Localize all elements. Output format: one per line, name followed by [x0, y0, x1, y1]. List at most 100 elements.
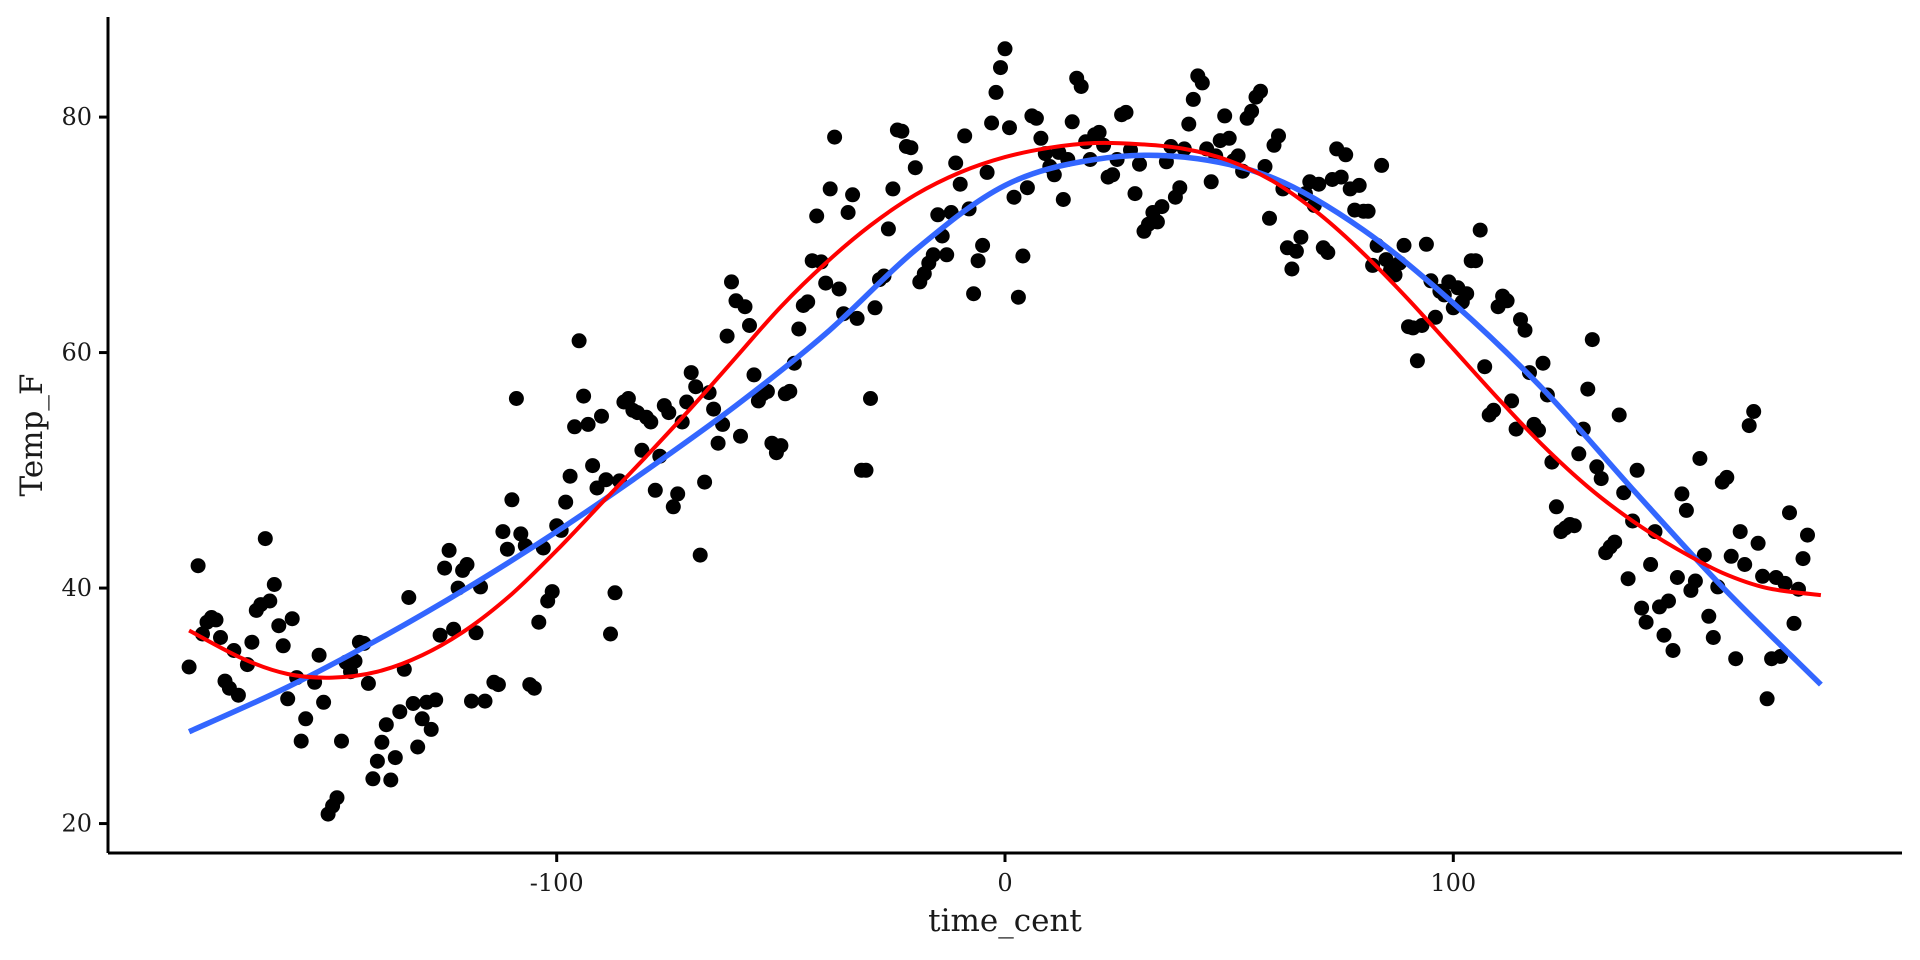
- data-point: [1002, 120, 1017, 136]
- y-axis-title: Temp_F: [14, 374, 50, 497]
- data-point: [230, 687, 246, 703]
- data-point: [1611, 407, 1627, 423]
- data-point: [499, 541, 515, 557]
- data-point: [1073, 79, 1089, 94]
- data-point: [311, 647, 327, 663]
- data-point: [441, 542, 457, 558]
- data-point: [724, 274, 739, 290]
- data-point: [508, 391, 524, 406]
- data-point: [925, 247, 941, 263]
- data-point: [688, 379, 704, 395]
- data-point: [1504, 393, 1520, 409]
- data-point: [1217, 108, 1233, 124]
- data-point: [1687, 573, 1703, 589]
- data-point: [746, 367, 762, 383]
- data-point: [378, 717, 394, 733]
- data-point: [1732, 524, 1748, 540]
- data-point: [1634, 600, 1650, 616]
- x-axis-title: time_cent: [928, 903, 1082, 939]
- data-point: [957, 128, 973, 144]
- data-point: [773, 438, 789, 454]
- data-point: [1719, 469, 1735, 485]
- data-point: [526, 680, 542, 696]
- data-point: [858, 462, 874, 478]
- data-point: [733, 428, 748, 444]
- data-point: [1185, 91, 1201, 107]
- data-point: [710, 435, 726, 451]
- data-point: [1746, 404, 1762, 419]
- data-point: [360, 675, 376, 691]
- data-point: [1741, 418, 1757, 434]
- data-point: [1006, 189, 1022, 205]
- data-point: [405, 696, 421, 711]
- data-point: [1499, 293, 1515, 309]
- data-point: [894, 123, 910, 139]
- data-point: [1333, 169, 1349, 185]
- data-point: [984, 115, 1000, 131]
- data-point: [459, 557, 475, 572]
- data-point: [1517, 322, 1533, 338]
- data-point: [966, 286, 982, 302]
- data-point: [634, 442, 650, 458]
- data-point: [1472, 222, 1488, 238]
- data-point: [1181, 116, 1197, 132]
- data-point: [791, 321, 807, 337]
- data-point: [1262, 210, 1277, 226]
- data-point: [880, 221, 896, 237]
- data-point: [1786, 615, 1802, 631]
- data-point: [1696, 547, 1712, 563]
- data-point: [1284, 261, 1300, 277]
- data-point: [1194, 75, 1210, 91]
- data-point: [1643, 557, 1659, 572]
- data-point: [446, 621, 462, 637]
- data-point: [831, 281, 847, 297]
- data-point: [329, 790, 345, 806]
- data-point: [1584, 332, 1600, 348]
- data-point: [867, 300, 883, 316]
- data-point: [988, 84, 1004, 100]
- data-point: [1320, 245, 1336, 260]
- sine-fit-line: [188, 140, 1822, 680]
- data-point: [495, 524, 511, 540]
- data-point: [952, 176, 968, 192]
- data-point: [1620, 571, 1636, 587]
- data-point: [697, 474, 713, 490]
- data-point: [970, 253, 986, 269]
- data-point: [903, 140, 919, 156]
- data-point: [1338, 147, 1354, 163]
- data-point: [1701, 608, 1717, 624]
- data-point: [1800, 527, 1815, 543]
- data-point: [827, 129, 843, 145]
- data-point: [571, 333, 587, 349]
- y-tick-label: 60: [61, 339, 92, 367]
- data-point: [316, 694, 332, 710]
- data-point: [1132, 156, 1147, 172]
- data-point: [213, 630, 228, 645]
- data-point: [410, 739, 426, 755]
- data-point: [280, 691, 296, 707]
- data-point: [1154, 199, 1170, 215]
- data-point: [907, 160, 923, 176]
- data-point: [1580, 381, 1596, 397]
- y-tick-label: 80: [61, 103, 92, 131]
- data-point: [818, 275, 834, 291]
- data-point: [1288, 243, 1304, 259]
- data-point: [1311, 176, 1327, 192]
- data-point: [1221, 130, 1237, 146]
- data-point: [1105, 167, 1121, 183]
- data-point: [1351, 177, 1367, 193]
- data-point: [576, 388, 592, 404]
- data-point: [365, 771, 381, 787]
- data-point: [1396, 237, 1412, 253]
- data-point: [603, 626, 618, 642]
- data-point: [1365, 257, 1381, 273]
- y-tick-label: 40: [61, 574, 92, 602]
- data-point: [948, 155, 964, 171]
- data-point: [863, 391, 878, 406]
- x-tick-label: 0: [997, 869, 1012, 897]
- data-point: [975, 237, 991, 253]
- data-point: [930, 207, 946, 223]
- data-point: [383, 772, 399, 788]
- data-point: [392, 704, 408, 720]
- data-point: [374, 734, 390, 750]
